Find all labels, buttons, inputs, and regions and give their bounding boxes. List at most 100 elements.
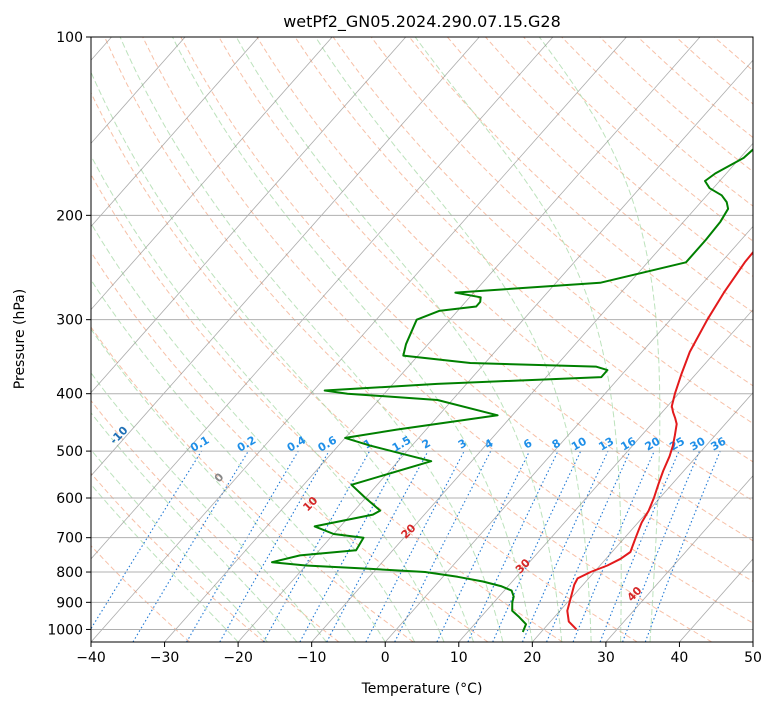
mixing-ratio-line bbox=[365, 450, 465, 642]
x-tick-label: 10 bbox=[450, 650, 468, 666]
mixing-ratio-line bbox=[622, 450, 700, 642]
moist-adiabat-line bbox=[414, 37, 622, 642]
dewpoint-profile-line bbox=[271, 148, 753, 633]
y-tick-label: 900 bbox=[56, 595, 83, 611]
moist-adiabat-line bbox=[315, 37, 592, 642]
x-tick-label: 30 bbox=[597, 650, 615, 666]
mixing-ratio-line bbox=[521, 450, 609, 642]
isotherm-line bbox=[91, 37, 554, 560]
mixing-ratio-label: 2 bbox=[420, 437, 433, 452]
mixing-ratio-line bbox=[644, 450, 721, 642]
dry-adiabat-line bbox=[751, 37, 753, 39]
moist-adiabat-line bbox=[91, 154, 445, 642]
moist-adiabat-line bbox=[91, 448, 268, 642]
dry-adiabat-line bbox=[523, 37, 753, 242]
dry-adiabat-line bbox=[91, 472, 265, 642]
dry-adiabat-line bbox=[104, 37, 713, 642]
isotherm-line bbox=[679, 558, 753, 642]
dry-adiabat-line bbox=[91, 545, 191, 642]
mixing-ratio-label: 3 bbox=[456, 437, 469, 452]
moist-adiabat-line bbox=[538, 37, 661, 642]
x-tick-label: −40 bbox=[76, 650, 106, 666]
isotherm-line bbox=[384, 225, 753, 642]
mixing-ratio-line bbox=[219, 450, 330, 642]
mixing-ratio-line bbox=[263, 450, 371, 642]
x-tick-label: 40 bbox=[671, 650, 689, 666]
dry-adiabat-line bbox=[599, 37, 753, 173]
isotherm-line bbox=[91, 37, 627, 642]
dry-adiabat-line bbox=[91, 399, 340, 642]
moist-adiabat-line bbox=[91, 483, 239, 642]
dry-adiabat-line bbox=[294, 37, 753, 463]
mixing-ratio-line bbox=[546, 450, 631, 642]
isotherm-line bbox=[237, 59, 753, 642]
y-tick-label: 400 bbox=[56, 387, 83, 403]
y-tick-label: 100 bbox=[56, 30, 83, 46]
plot-frame bbox=[90, 36, 754, 643]
dry-adiabat-line bbox=[408, 37, 753, 350]
chart-title: wetPf2_GN05.2024.290.07.15.G28 bbox=[283, 12, 561, 32]
dry-adiabat-label: -10 bbox=[107, 424, 130, 447]
dry-adiabat-line bbox=[447, 37, 753, 313]
dry-adiabat-line bbox=[91, 251, 489, 642]
y-tick-label: 800 bbox=[56, 565, 83, 581]
dry-adiabat-line bbox=[180, 37, 753, 583]
dry-adiabat-line bbox=[561, 37, 753, 207]
mixing-ratio-line bbox=[467, 450, 559, 642]
axes: −40 −30 −20 −10 0 10 20 30 40 5010020030040050060… bbox=[47, 30, 762, 666]
dry-adiabat-label: 10 bbox=[300, 494, 320, 514]
dry-adiabat-line bbox=[637, 37, 753, 139]
mixing-ratio-line bbox=[572, 450, 655, 642]
dry-adiabat-line bbox=[91, 91, 638, 642]
x-tick-label: −10 bbox=[297, 650, 327, 666]
background-lines bbox=[91, 37, 753, 642]
mixing-ratio-line bbox=[91, 450, 203, 630]
y-tick-label: 500 bbox=[56, 444, 83, 460]
x-tick-label: 0 bbox=[381, 650, 390, 666]
isotherm-line bbox=[91, 37, 186, 144]
moist-adiabat-line bbox=[91, 411, 298, 642]
dry-adiabat-label: 30 bbox=[513, 556, 533, 576]
moist-adiabat-line bbox=[172, 37, 533, 642]
temperature-profile-line bbox=[566, 250, 753, 631]
y-tick-label: 600 bbox=[56, 491, 83, 507]
moist-adiabat-line bbox=[235, 37, 563, 642]
mixing-ratio-line bbox=[326, 450, 429, 642]
isotherm-line bbox=[91, 37, 407, 394]
x-tick-label: −30 bbox=[150, 650, 180, 666]
isotherm-line bbox=[752, 641, 753, 642]
x-tick-label: 50 bbox=[744, 650, 762, 666]
y-axis-label: Pressure (hPa) bbox=[12, 289, 28, 389]
y-tick-label: 700 bbox=[56, 531, 83, 547]
x-tick-label: −20 bbox=[223, 650, 253, 666]
x-axis-label: Temperature (°C) bbox=[361, 681, 483, 697]
dry-adiabat-label: 0 bbox=[212, 470, 227, 485]
y-tick-label: 300 bbox=[56, 313, 83, 329]
moist-adiabat-line bbox=[119, 37, 504, 642]
mixing-ratio-label: 6 bbox=[521, 436, 534, 451]
isotherm-line bbox=[311, 142, 753, 642]
isotherm-line bbox=[91, 37, 480, 477]
isotherm-line bbox=[605, 475, 753, 642]
x-tick-label: 20 bbox=[523, 650, 541, 666]
y-tick-label: 1000 bbox=[47, 622, 83, 638]
moist-adiabat-line bbox=[91, 279, 386, 642]
y-tick-label: 200 bbox=[56, 208, 83, 224]
profile-series bbox=[271, 148, 753, 633]
dry-adiabat-line bbox=[142, 37, 753, 624]
isotherm-line bbox=[532, 392, 753, 642]
isotherm-line bbox=[164, 37, 701, 642]
mixing-ratio-line bbox=[394, 450, 492, 642]
isotherm-line bbox=[91, 37, 259, 228]
moist-adiabat-line bbox=[91, 372, 327, 642]
mixing-ratio-line bbox=[599, 450, 680, 642]
dry-adiabat-line bbox=[218, 37, 753, 542]
isotherm-line bbox=[91, 37, 333, 311]
mixing-ratio-label: 4 bbox=[482, 436, 495, 451]
dry-adiabat-line bbox=[256, 37, 753, 502]
isotherm-line bbox=[458, 308, 753, 642]
dry-adiabat-line bbox=[713, 37, 753, 72]
dry-adiabat-line bbox=[675, 37, 753, 105]
mixing-ratio-line bbox=[299, 450, 404, 642]
